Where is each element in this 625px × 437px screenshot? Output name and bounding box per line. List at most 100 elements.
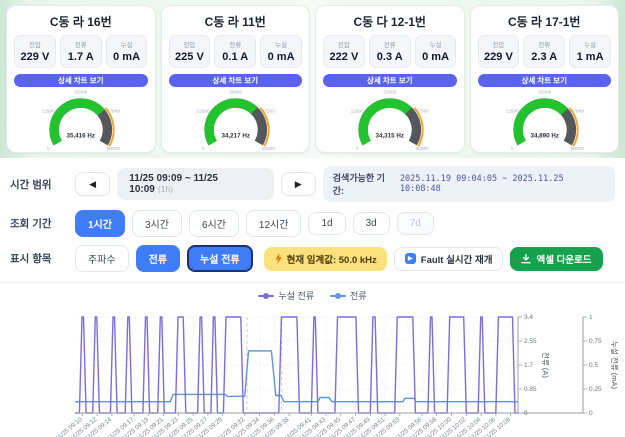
gauge-tick-label: 50000 <box>261 146 274 150</box>
display-toggle-button[interactable]: 누설 전류 <box>187 245 253 272</box>
left-arrow-icon: ◀ <box>89 178 97 189</box>
leak-axis-tick-label: 0.5 <box>589 362 598 369</box>
gauge-tick-label: 50000 <box>570 146 583 150</box>
metric-value: 229 V <box>20 51 50 63</box>
fault-resume-button[interactable]: ▶ Fault 실시간 재개 <box>393 246 504 271</box>
metric-label: 누설 <box>275 42 288 49</box>
gauge-value-label: 34,315 Hz <box>376 132 405 139</box>
period-button[interactable]: 3d <box>352 212 390 235</box>
metric-label: 전압 <box>337 42 350 49</box>
series-current <box>75 350 518 403</box>
gauge-tick-label: 37500 <box>261 108 274 113</box>
prev-time-button[interactable]: ◀ <box>75 172 111 196</box>
excel-download-button[interactable]: 엑셀 다운로드 <box>510 246 603 271</box>
metric-value: 1 mA <box>576 51 604 63</box>
gauge-tick-label: 50000 <box>107 146 120 150</box>
gauge-warn-band <box>258 106 270 147</box>
device-card: C동 라 17-1번 전압 229 V 전류 2.3 A 누설 1 mA 상세 차트 보기 0 1… <box>469 5 619 153</box>
period-button[interactable]: 12시간 <box>245 210 302 237</box>
legend-label: 누설 전류 <box>278 291 315 301</box>
chart-legend: 누설 전류 전류 <box>0 288 625 303</box>
time-range-chip: 11/25 09:09 ~ 11/25 10:09 (1h) <box>117 168 274 200</box>
device-card: C동 라 11번 전압 225 V 전류 0.1 A 누설 0 mA 상세 차트 보기 0 125… <box>160 5 310 153</box>
gauge-warn-band <box>413 106 424 147</box>
detail-chart-button[interactable]: 상세 차트 보기 <box>14 74 148 87</box>
card-title: C동 라 16번 <box>49 15 112 29</box>
period-button[interactable]: 1시간 <box>75 210 125 237</box>
metric-box: 누설 0 mA <box>105 35 148 68</box>
gauge-value-arc <box>512 98 568 146</box>
gauge-value-arc <box>358 98 412 146</box>
gauge-tick-label: 25000 <box>383 90 396 95</box>
gauge-tick-label: 25000 <box>229 90 242 95</box>
metrics-row: 전압 225 V 전류 0.1 A 누설 0 mA <box>168 35 303 68</box>
gauge-tick-label: 0 <box>510 146 513 150</box>
metric-value: 222 V <box>329 51 359 63</box>
controls-panel: 시간 범위 ◀ 11/25 09:09 ~ 11/25 10:09 (1h) ▶ … <box>0 158 625 282</box>
card-title: C동 라 11번 <box>204 15 266 29</box>
gauge-tick-label: 50000 <box>416 146 429 150</box>
next-time-button[interactable]: ▶ <box>280 172 316 196</box>
metrics-row: 전압 222 V 전류 0.3 A 누설 0 mA <box>323 35 457 68</box>
frequency-gauge: 0 12500 25000 37500 50000 34,217 Hz <box>196 90 275 150</box>
metric-value: 2.3 A <box>531 51 558 63</box>
lightning-icon <box>275 253 282 264</box>
leak-axis-tick-label: 0.25 <box>589 386 602 393</box>
metric-value: 0 mA <box>113 51 141 63</box>
display-toggle-button[interactable]: 주파수 <box>75 245 129 272</box>
frequency-gauge: 0 12500 25000 37500 50000 34,890 Hz <box>505 90 584 150</box>
period-button[interactable]: 1d <box>308 212 346 235</box>
metric-box: 전압 229 V <box>14 35 56 68</box>
current-axis-tick-label: 0 <box>524 410 528 417</box>
metric-box: 전류 0.3 A <box>368 35 411 68</box>
metric-label: 누설 <box>584 42 597 49</box>
metric-label: 전압 <box>183 42 196 49</box>
period-label: 조회 기간 <box>10 218 52 230</box>
detail-chart-button[interactable]: 상세 차트 보기 <box>168 74 302 87</box>
gauge-tick-label: 37500 <box>416 108 429 113</box>
available-range-value: 2025.11.19 09:04:05 ~ 2025.11.25 10:08:4… <box>399 174 564 194</box>
gauge-warn-band <box>104 106 115 147</box>
legend-marker-icon <box>258 292 275 299</box>
legend-label: 전류 <box>350 291 367 301</box>
metric-label: 누설 <box>429 42 442 49</box>
display-toggle-button[interactable]: 전류 <box>135 245 181 272</box>
display-items-label: 표시 항목 <box>10 253 52 265</box>
current-axis-tick-label: 2.55 <box>524 338 537 345</box>
legend-item[interactable]: 누설 전류 <box>258 289 314 302</box>
device-card: C동 라 16번 전압 229 V 전류 1.7 A 누설 0 mA 상세 차트 보기 0 125… <box>6 5 156 153</box>
gauge-value-label: 34,890 Hz <box>530 132 559 139</box>
threshold-text: 현재 임계값: 50.0 kHz <box>286 254 377 266</box>
metric-value: 0.1 A <box>222 51 249 63</box>
metric-label: 전류 <box>229 42 242 49</box>
time-range-duration: (1h) <box>157 184 173 194</box>
metric-box: 누설 0 mA <box>414 35 457 68</box>
metric-label: 전류 <box>383 42 396 49</box>
detail-chart-button[interactable]: 상세 차트 보기 <box>477 74 611 87</box>
threshold-chip: 현재 임계값: 50.0 kHz <box>263 246 387 271</box>
current-axis-tick-label: 1.7 <box>524 362 533 369</box>
metric-box: 전압 225 V <box>168 35 211 68</box>
metric-box: 전압 222 V <box>323 35 365 68</box>
legend-marker-icon <box>330 292 347 299</box>
current-axis-tick-label: 0.85 <box>524 386 537 393</box>
display-items-row: 표시 항목 주파수 전류 누설 전류 현재 임계값: 50.0 kHz ▶ Faul… <box>10 241 615 276</box>
gauge-value-label: 35,416 Hz <box>67 132 96 139</box>
gauge-tick-label: 25000 <box>74 90 87 95</box>
legend-item[interactable]: 전류 <box>330 289 367 302</box>
current-axis-tick-label: 3.4 <box>524 314 533 321</box>
gauge-value-label: 34,217 Hz <box>221 132 250 139</box>
detail-chart-button[interactable]: 상세 차트 보기 <box>323 74 457 87</box>
period-button[interactable]: 3시간 <box>131 210 182 237</box>
fault-button-label: Fault 실시간 재개 <box>420 254 493 266</box>
metric-label: 전압 <box>28 42 41 49</box>
metric-label: 전압 <box>492 42 505 49</box>
time-range-label: 시간 범위 <box>10 178 52 191</box>
gauge-tick-label: 37500 <box>570 108 583 113</box>
leak-axis-title: 누설 전류 (mA) <box>610 341 620 390</box>
device-card: C동 다 12-1번 전압 222 V 전류 0.3 A 누설 0 mA 상세 차트 보기 0 1… <box>315 5 465 153</box>
period-button[interactable]: 6시간 <box>188 210 239 237</box>
metric-label: 누설 <box>120 42 133 49</box>
download-icon <box>521 253 532 263</box>
